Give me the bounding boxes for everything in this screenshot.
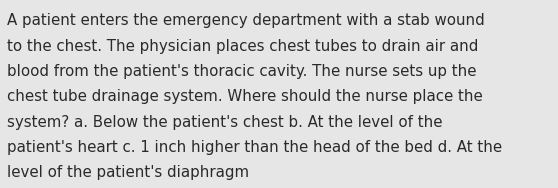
- Text: blood from the patient's thoracic cavity. The nurse sets up the: blood from the patient's thoracic cavity…: [7, 64, 476, 79]
- Text: patient's heart c. 1 inch higher than the head of the bed d. At the: patient's heart c. 1 inch higher than th…: [7, 140, 502, 155]
- Text: to the chest. The physician places chest tubes to drain air and: to the chest. The physician places chest…: [7, 39, 478, 54]
- Text: system? a. Below the patient's chest b. At the level of the: system? a. Below the patient's chest b. …: [7, 115, 442, 130]
- Text: A patient enters the emergency department with a stab wound: A patient enters the emergency departmen…: [7, 13, 484, 28]
- Text: chest tube drainage system. Where should the nurse place the: chest tube drainage system. Where should…: [7, 89, 483, 104]
- Text: level of the patient's diaphragm: level of the patient's diaphragm: [7, 165, 249, 180]
